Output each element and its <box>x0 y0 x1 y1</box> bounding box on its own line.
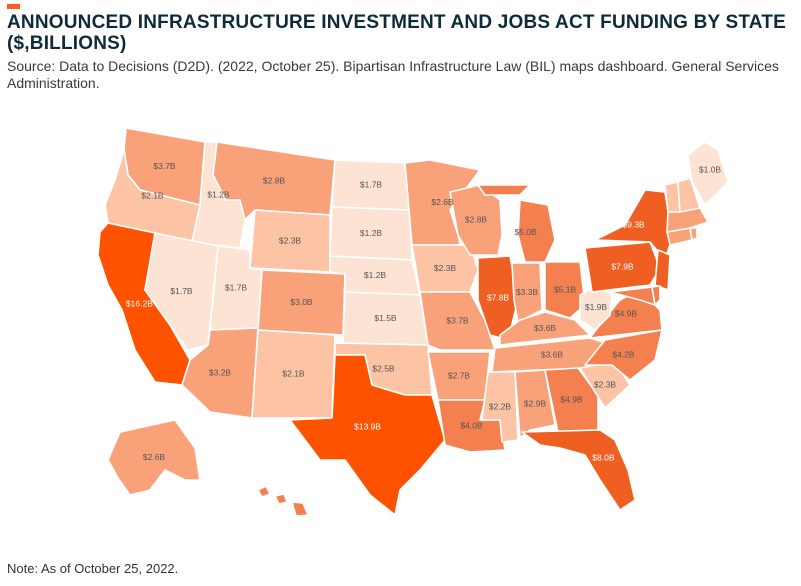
state-value-label-mi: $5.0B <box>515 227 538 237</box>
state-value-label-ks: $1.5B <box>374 313 397 323</box>
state-value-label-nv: $1.7B <box>170 286 193 296</box>
accent-bar <box>7 4 20 9</box>
state-value-label-wa: $3.7B <box>153 161 176 171</box>
state-value-label-nc: $4.2B <box>612 349 635 359</box>
state-value-label-mn: $2.6B <box>431 197 454 207</box>
state-value-label-ok: $2.5B <box>372 363 395 373</box>
state-al <box>514 369 556 439</box>
state-value-label-ne: $1.2B <box>364 270 387 280</box>
state-value-label-or: $2.1B <box>141 190 164 200</box>
state-value-label-ky: $3.6B <box>534 323 557 333</box>
state-value-label-va: $4.9B <box>615 308 638 318</box>
state-value-label-sc: $2.3B <box>594 379 617 389</box>
state-tx <box>289 354 446 516</box>
state-ak <box>107 419 201 496</box>
state-value-label-ar: $2.7B <box>448 370 471 380</box>
states-layer <box>97 127 729 517</box>
state-fl <box>521 429 636 511</box>
state-de <box>651 285 661 306</box>
state-value-label-la: $4.0B <box>460 420 483 430</box>
state-value-label-il: $7.8B <box>487 292 510 302</box>
state-me <box>687 141 729 206</box>
state-value-label-in: $3.3B <box>516 287 539 297</box>
state-value-label-me: $1.0B <box>699 165 722 175</box>
state-value-label-wv: $1.9B <box>585 302 608 312</box>
state-value-label-tn: $3.6B <box>541 349 564 359</box>
state-value-label-ga: $4.9B <box>560 394 583 404</box>
state-value-label-wy: $2.3B <box>279 235 302 245</box>
state-value-label-co: $3.0B <box>290 297 313 307</box>
source-text: Source: Data to Decisions (D2D). (2022, … <box>7 58 779 91</box>
state-nm <box>251 329 336 419</box>
state-hi <box>257 485 309 517</box>
state-nh <box>677 177 701 213</box>
state-value-label-ny: $9.3B <box>622 219 645 229</box>
state-value-label-tx: $13.9B <box>354 421 381 431</box>
labels-layer: $3.7B $2.1B $16.2B $1.2B $1.7B $2.8B $2.3B $1.7… <box>126 161 722 463</box>
state-value-label-pa: $7.9B <box>611 261 634 271</box>
chart-title: ANNOUNCED INFRASTRUCTURE INVESTMENT AND … <box>7 12 786 54</box>
state-value-label-nd: $1.7B <box>360 179 383 189</box>
state-ky <box>499 311 591 346</box>
footnote: Note: As of October 25, 2022. <box>7 561 179 576</box>
state-value-label-al: $2.9B <box>524 398 547 408</box>
state-value-label-wi: $2.8B <box>465 214 488 224</box>
state-value-label-az: $3.2B <box>209 367 232 377</box>
state-value-label-ak: $2.6B <box>143 452 166 462</box>
state-value-label-id: $1.2B <box>207 189 230 199</box>
state-value-label-ut: $1.7B <box>225 282 248 292</box>
state-value-label-nm: $2.1B <box>282 368 305 378</box>
state-value-label-ms: $2.2B <box>489 401 512 411</box>
state-value-label-sd: $1.2B <box>360 228 383 238</box>
state-ga <box>544 367 599 433</box>
state-value-label-ca: $16.2B <box>126 298 153 308</box>
state-value-label-ia: $2.3B <box>434 263 457 273</box>
state-value-label-mo: $3.7B <box>446 315 469 325</box>
state-oh <box>544 261 586 319</box>
state-value-label-fl: $8.0B <box>592 452 615 462</box>
state-nj <box>654 249 671 291</box>
state-value-label-oh: $5.1B <box>554 284 577 294</box>
state-ri <box>689 227 698 241</box>
state-ia <box>411 244 479 293</box>
state-value-label-mt: $2.8B <box>263 175 286 185</box>
state-nc <box>584 329 663 381</box>
